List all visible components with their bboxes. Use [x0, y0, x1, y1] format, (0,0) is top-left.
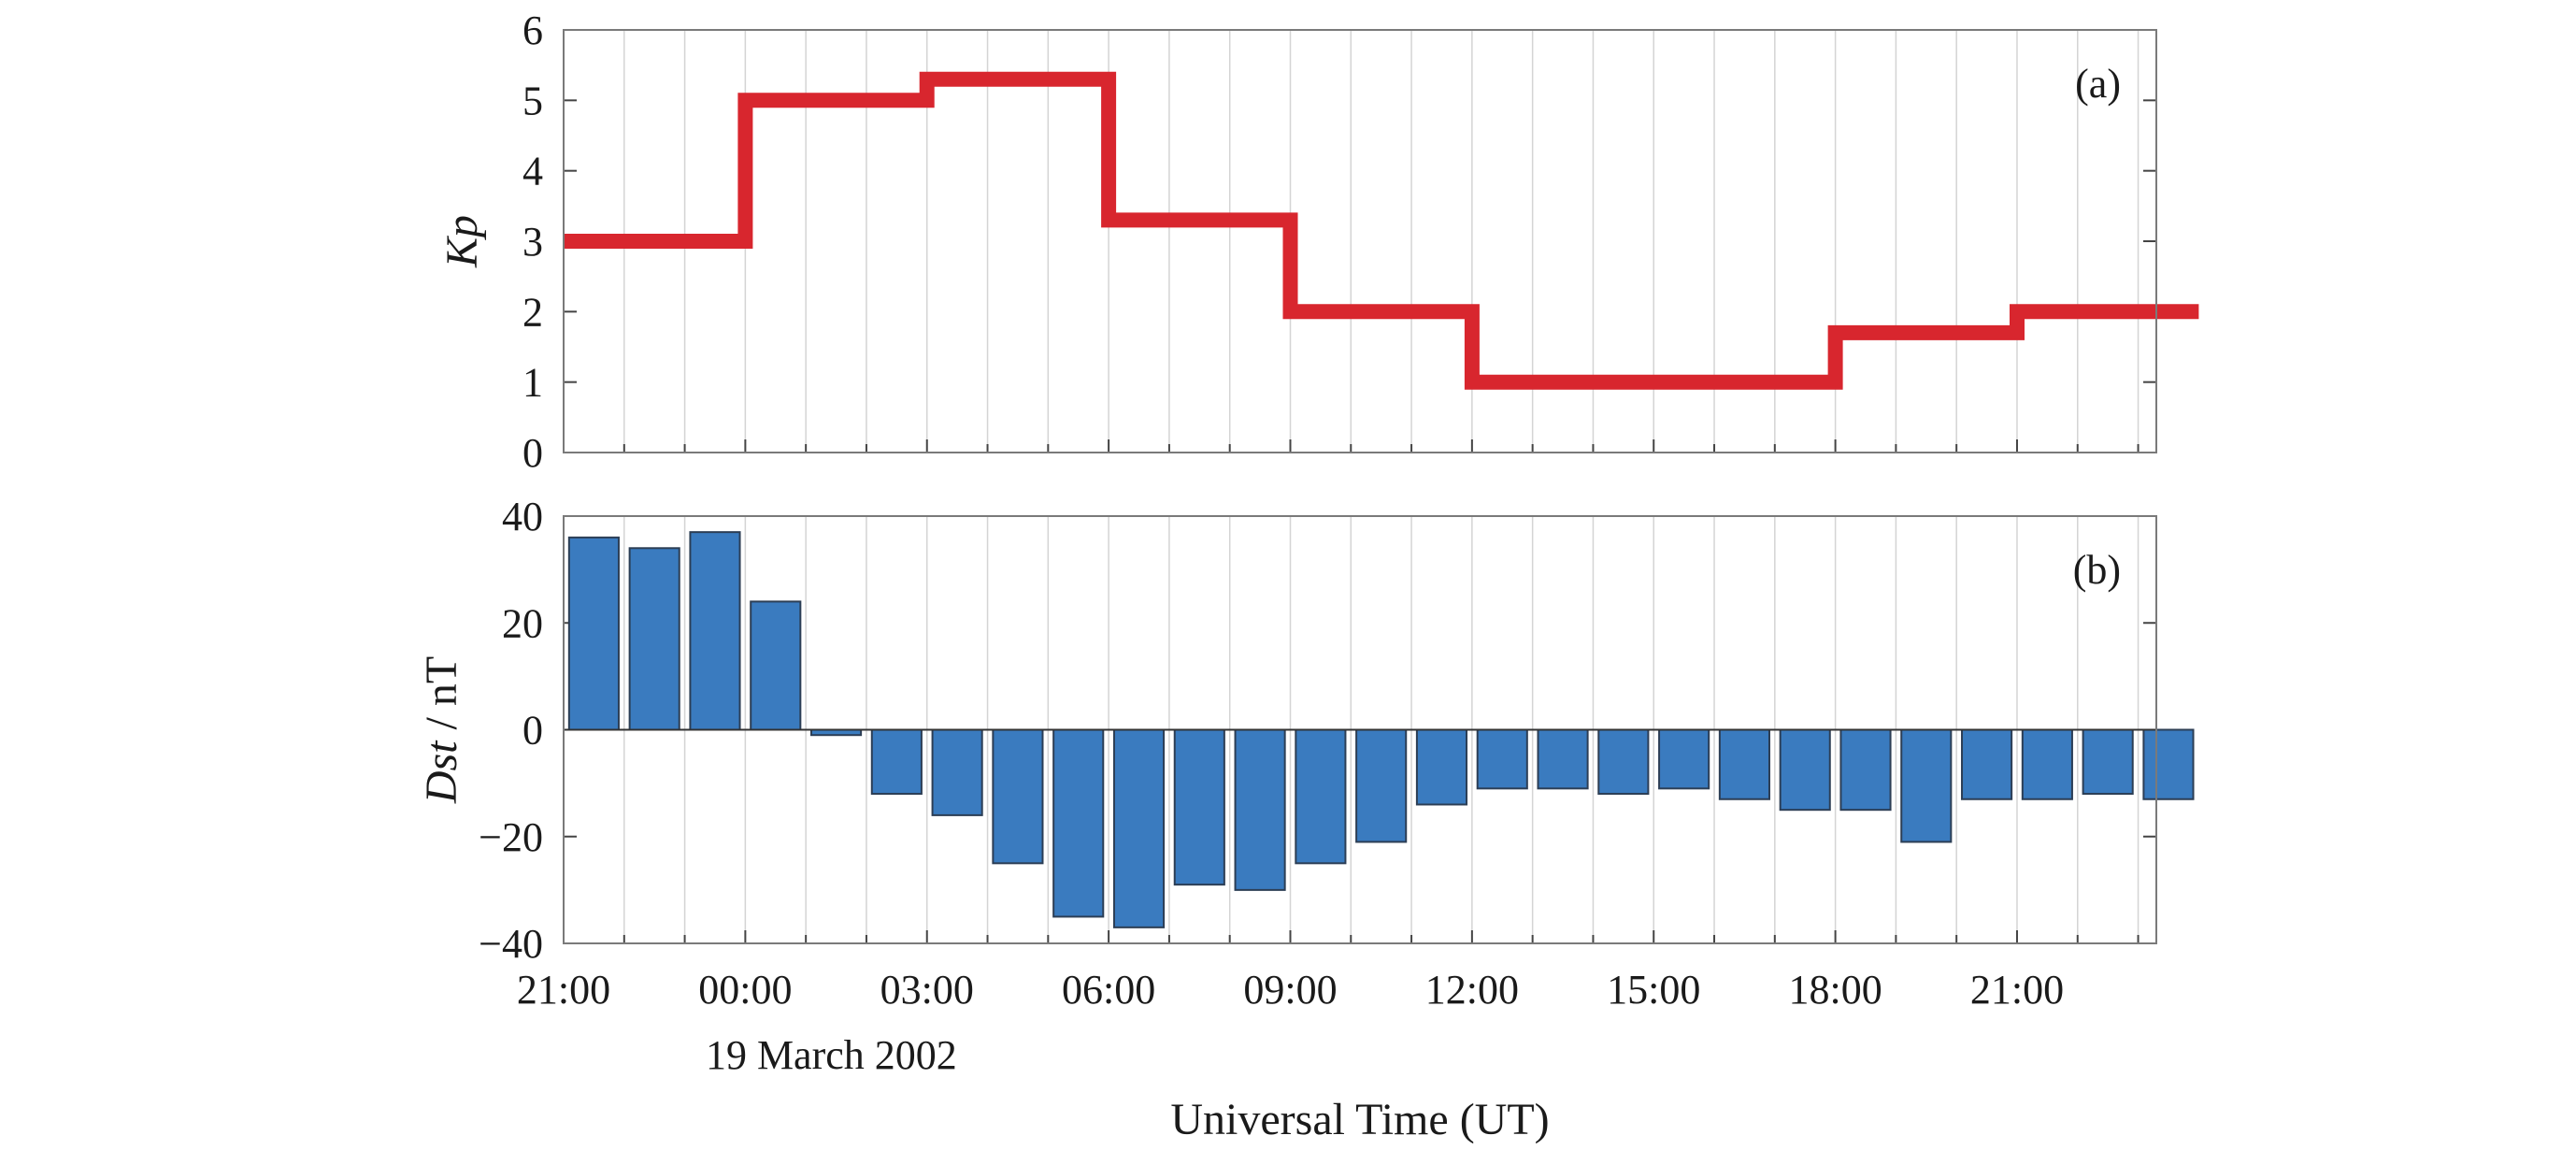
dst-bar	[1961, 728, 2013, 800]
dst-bar	[1779, 728, 1831, 812]
kp-panel: 0 1 2 3 4 5 6 (a) Kp	[437, 7, 2199, 476]
dst-bar	[992, 728, 1044, 865]
dst-bar	[567, 536, 620, 731]
kp-y-tick-label: 3	[522, 219, 543, 265]
dst-plot-frame	[563, 515, 2157, 944]
dst-bar	[1476, 728, 1528, 790]
kp-y-tick-label: 6	[522, 7, 543, 53]
dst-bar	[1112, 728, 1166, 928]
dst-y-tick-label: 20	[502, 600, 543, 646]
dst-bar	[628, 547, 680, 731]
x-tick-label: 21:00	[517, 967, 610, 1013]
kp-y-axis-label: Kp	[437, 215, 487, 268]
x-tick-label: 15:00	[1607, 967, 1700, 1013]
dst-bar	[750, 600, 802, 731]
x-tick-label: 21:00	[1970, 967, 2064, 1013]
dst-y-tick-label: −40	[479, 921, 543, 967]
kp-y-tick-label: 0	[522, 430, 543, 476]
dst-bar	[1052, 728, 1105, 918]
x-tick-label: 12:00	[1425, 967, 1519, 1013]
dst-bar	[1355, 728, 1408, 843]
kp-y-tick-label: 1	[522, 360, 543, 406]
dst-bar	[1173, 728, 1225, 886]
dst-bar	[1537, 728, 1589, 790]
dst-bar	[1597, 728, 1650, 796]
dst-bar	[1900, 728, 1953, 843]
x-tick-label: 03:00	[880, 967, 974, 1013]
kp-y-tick-label: 5	[522, 78, 543, 123]
dst-y-tick-label: 0	[522, 708, 543, 754]
dst-bar	[1234, 728, 1286, 891]
x-tick-label: 09:00	[1243, 967, 1337, 1013]
kp-panel-tag: (a)	[2075, 61, 2121, 107]
x-tick-label: 18:00	[1788, 967, 1882, 1013]
x-tick-label: 00:00	[698, 967, 792, 1013]
dst-y-tick-label: 40	[502, 494, 543, 539]
dst-bar	[2021, 728, 2073, 800]
x-axis: 19 March 2002 Universal Time (UT) 21:00 0…	[517, 967, 2064, 1144]
kp-y-tick-label: 4	[522, 149, 543, 194]
dst-panel: −40 −20 0 20 40 (b) Dst / nT	[417, 494, 2195, 967]
dst-bar	[2142, 728, 2195, 800]
dst-bar	[1415, 728, 1468, 806]
dst-bar	[1718, 728, 1770, 800]
dst-bar	[2082, 728, 2134, 796]
date-label: 19 March 2002	[706, 1032, 957, 1078]
dst-y-tick-label: −20	[479, 814, 543, 860]
dst-panel-tag: (b)	[2073, 547, 2121, 593]
x-axis-label: Universal Time (UT)	[1170, 1095, 1549, 1144]
kp-y-tick-label: 2	[522, 289, 543, 335]
kp-plot-frame	[563, 29, 2157, 453]
dst-bar	[1839, 728, 1892, 812]
dst-bar	[1295, 728, 1347, 865]
dst-bar	[689, 531, 741, 731]
dst-bar	[1658, 728, 1710, 790]
dst-bar	[870, 728, 923, 796]
dst-y-axis-label: Dst / nT	[417, 656, 466, 804]
kp-series-line	[564, 71, 2199, 390]
dst-bar	[931, 728, 983, 816]
x-tick-label: 06:00	[1062, 967, 1155, 1013]
